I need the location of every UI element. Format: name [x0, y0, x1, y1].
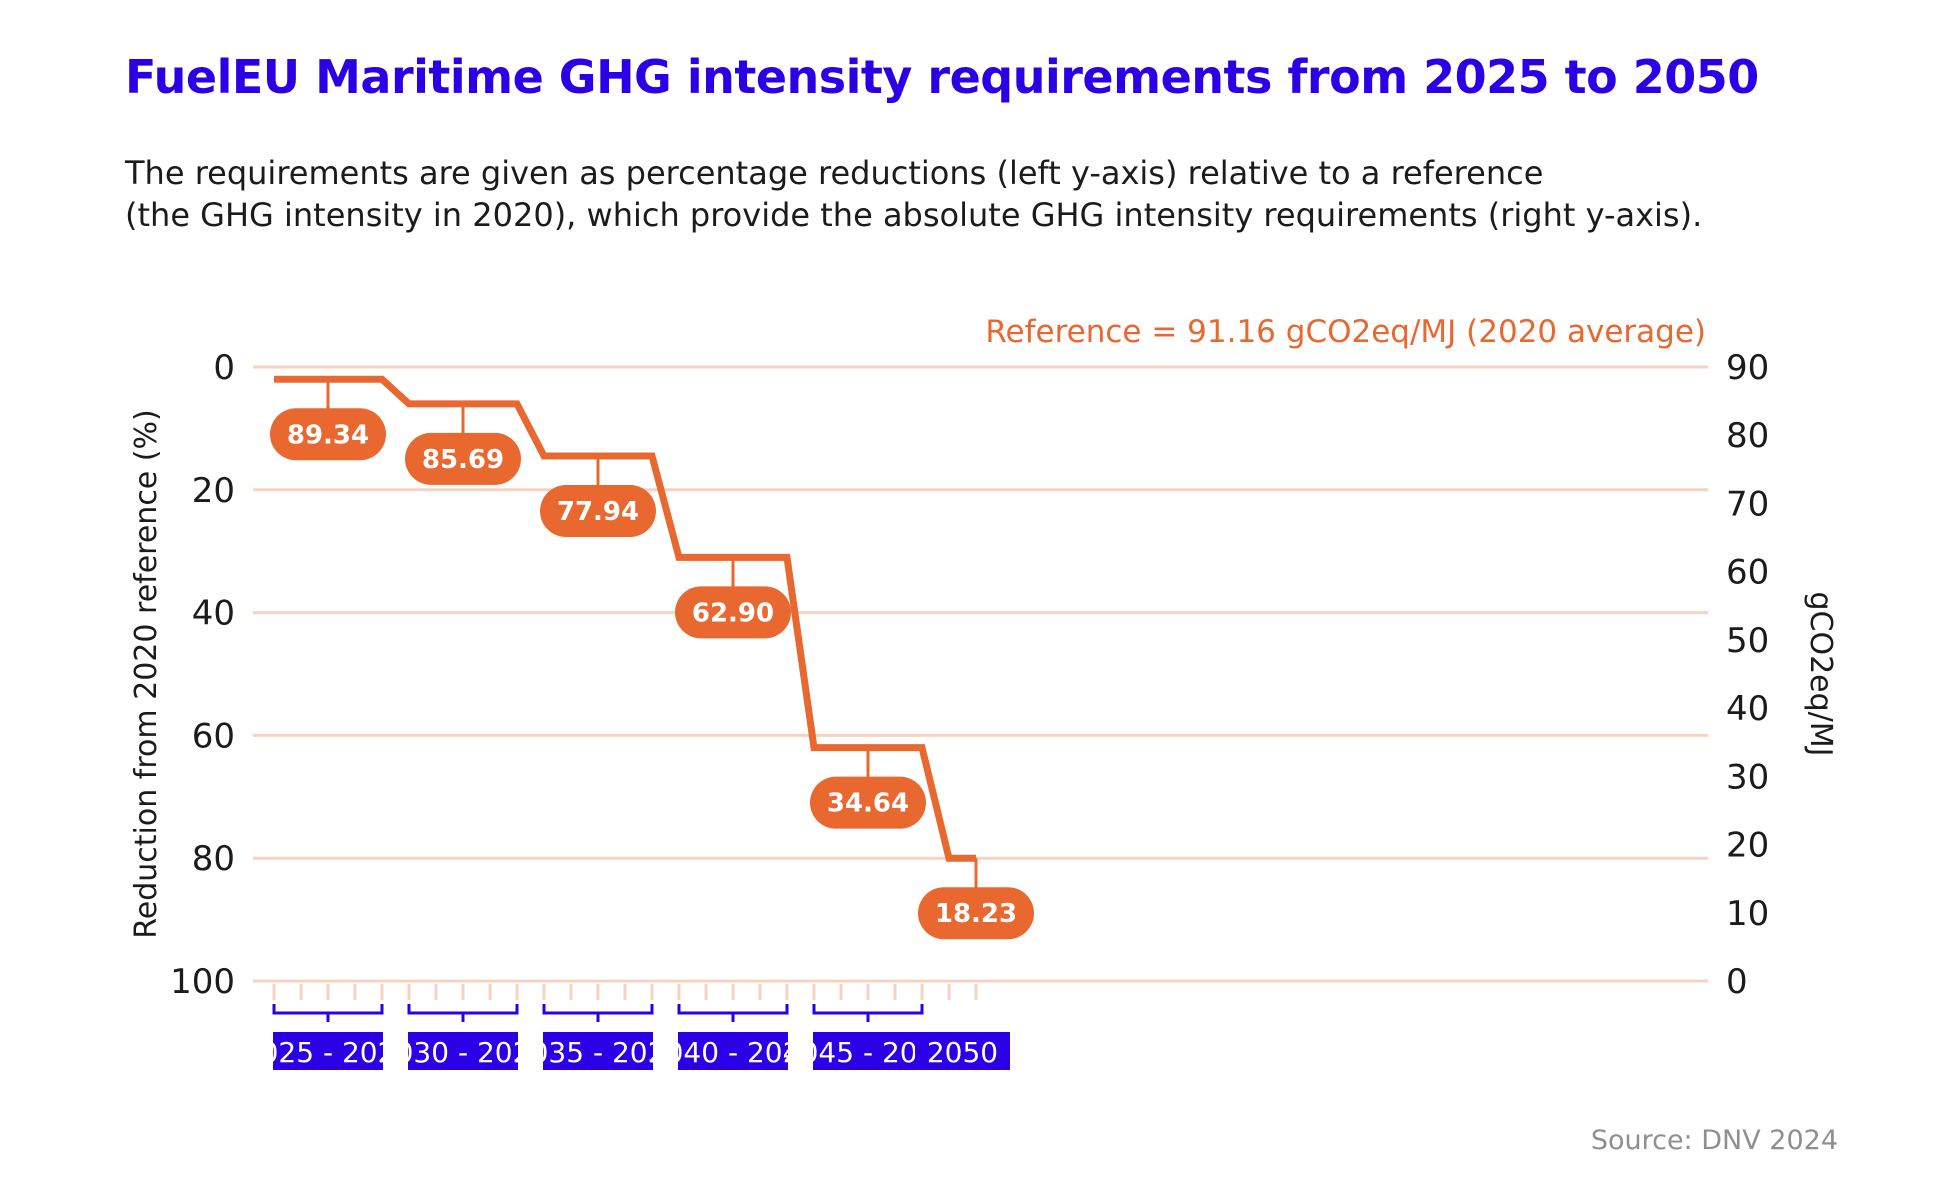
source-note: Source: DNV 2024	[1590, 1125, 1838, 1156]
right-tick-label: 90	[1726, 348, 1769, 388]
value-label: 77.94	[557, 497, 639, 527]
axes: 0 20 40 60 80 100 0 10 20 30 40 50 60 70 80 90 Reduction…	[129, 314, 1838, 1002]
period-label: 2050	[927, 1036, 998, 1069]
left-tick-label: 80	[192, 839, 235, 879]
left-tick-label: 40	[192, 594, 235, 634]
right-tick-label: 30	[1726, 757, 1769, 797]
value-labels: 89.34 85.69 77.94 62.90 34.64 18.23	[270, 379, 1034, 940]
right-tick-label: 0	[1726, 962, 1748, 1002]
right-axis-title: gCO2eq/MJ	[1803, 591, 1838, 756]
grid-lines	[253, 365, 1708, 983]
period-bracket	[272, 1004, 384, 1022]
period-bracket	[677, 1004, 789, 1022]
right-tick-label: 20	[1726, 826, 1769, 866]
period-box	[273, 1032, 383, 1070]
left-tick-label: 100	[170, 962, 235, 1002]
period-bracket	[542, 1004, 654, 1022]
right-tick-label: 60	[1726, 553, 1769, 593]
right-tick-label: 80	[1726, 416, 1769, 456]
period-box	[678, 1032, 788, 1070]
left-tick-label: 20	[192, 471, 235, 511]
period-label: 2035 - 2039	[513, 1036, 683, 1069]
right-tick-label: 50	[1726, 621, 1769, 661]
value-badge	[540, 485, 656, 538]
right-tick-label: 40	[1726, 689, 1769, 729]
chart-title: FuelEU Maritime GHG intensity requiremen…	[125, 50, 1759, 104]
period-bracket	[812, 1004, 924, 1022]
period-box	[408, 1032, 518, 1070]
value-label: 62.90	[692, 598, 774, 628]
value-badge	[675, 586, 791, 639]
value-badge	[810, 776, 926, 829]
left-tick-label: 60	[192, 716, 235, 756]
value-label: 85.69	[422, 445, 504, 475]
left-axis-title: Reduction from 2020 reference (%)	[129, 409, 164, 938]
value-badge	[918, 887, 1034, 940]
period-box	[543, 1032, 653, 1070]
value-label: 34.64	[827, 789, 909, 819]
period-label: 2030 - 2034	[378, 1036, 548, 1069]
period-label: 2025 - 2029	[243, 1036, 413, 1069]
value-badge	[270, 408, 386, 461]
period-label: 2040 - 2044	[648, 1036, 818, 1069]
intensity-line	[274, 375, 976, 862]
value-label: 18.23	[935, 899, 1017, 929]
value-badge	[405, 432, 521, 485]
right-tick-label: 10	[1726, 894, 1769, 934]
left-tick-label: 0	[213, 348, 235, 388]
subtitle-line: (the GHG intensity in 2020), which provi…	[125, 196, 1703, 234]
chart-subtitle: The requirements are given as percentage…	[125, 152, 1885, 236]
right-tick-label: 70	[1726, 484, 1769, 524]
reference-label: Reference = 91.16 gCO2eq/MJ (2020 averag…	[985, 314, 1706, 350]
period-box	[813, 1032, 923, 1070]
period-bracket	[407, 1004, 519, 1022]
period-box	[915, 1032, 1010, 1070]
subtitle-line: The requirements are given as percentage…	[125, 154, 1544, 192]
value-label: 89.34	[287, 420, 369, 450]
intensity-step-line	[274, 375, 976, 862]
